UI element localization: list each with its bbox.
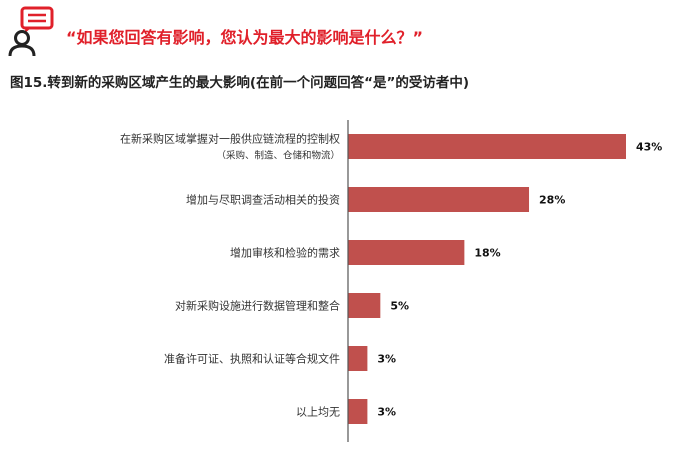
bar — [348, 399, 368, 424]
data-label: 3% — [377, 353, 396, 366]
data-label: 3% — [377, 406, 396, 419]
data-label: 5% — [390, 300, 409, 313]
bar — [348, 346, 368, 371]
data-label: 28% — [539, 194, 565, 207]
bar — [348, 240, 465, 265]
category-label: 准备许可证、执照和认证等合规文件 — [164, 352, 340, 366]
category-label: 增加审核和检验的需求 — [230, 246, 340, 260]
data-label: 18% — [474, 247, 500, 260]
bar — [348, 187, 530, 212]
data-label: 43% — [636, 141, 662, 154]
survey-person-icon — [6, 6, 58, 58]
category-label: 对新采购设施进行数据管理和整合 — [175, 299, 340, 313]
category-label: 增加与尽职调查活动相关的投资 — [186, 193, 340, 207]
survey-question: “如果您回答有影响，您认为最大的影响是什么？” — [66, 28, 424, 47]
category-sublabel: （采购、制造、仓储和物流） — [216, 150, 340, 162]
figure-title: 图15.转到新的采购区域产生的最大影响(在前一个问题回答“是”的受访者中) — [10, 75, 469, 91]
bar — [348, 293, 381, 318]
category-label: 以上均无 — [296, 406, 340, 419]
bar — [348, 134, 626, 159]
category-label: 在新采购区域掌握对一般供应链流程的控制权 — [120, 132, 340, 146]
